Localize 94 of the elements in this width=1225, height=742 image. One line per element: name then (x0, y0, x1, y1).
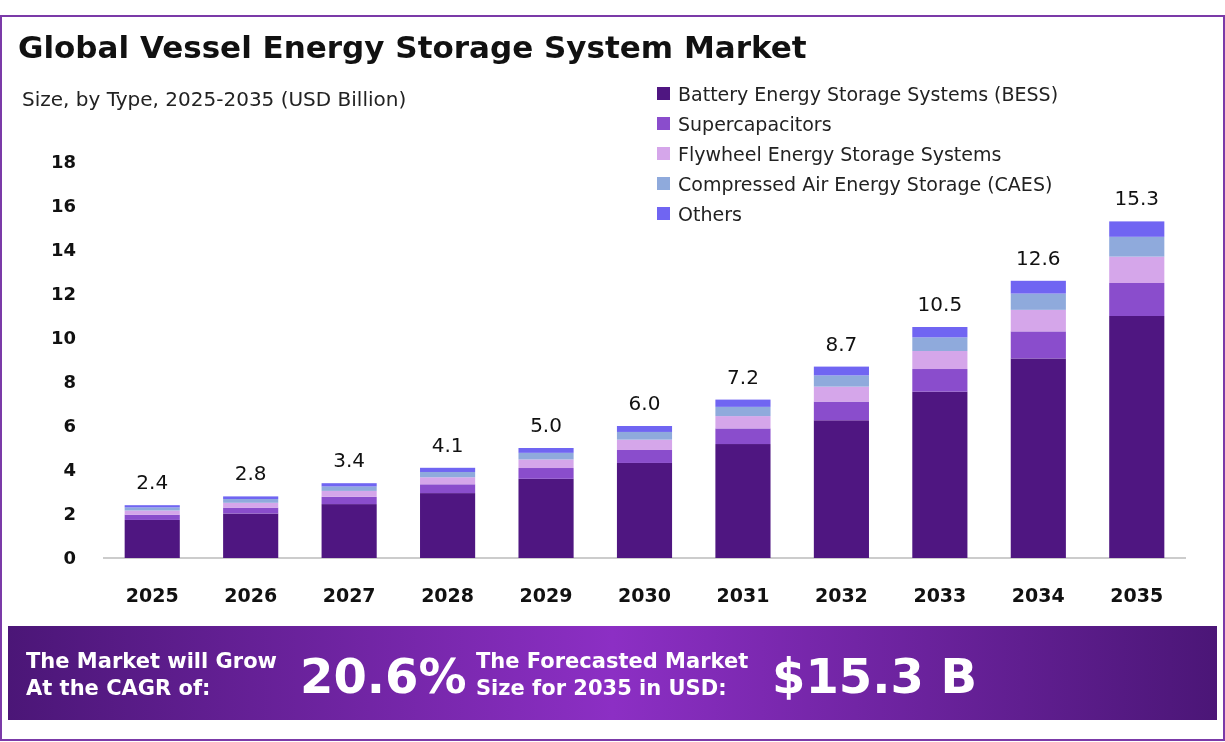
bar (321, 496, 377, 505)
bar (813, 386, 869, 402)
total-label: 4.1 (431, 432, 464, 457)
bar (420, 484, 476, 494)
bar (616, 439, 673, 450)
bar (420, 477, 476, 485)
x-tick-label: 2035 (1110, 584, 1164, 606)
bar (715, 406, 771, 417)
bar (518, 478, 574, 558)
bar (813, 401, 869, 421)
bar (1010, 331, 1066, 359)
bar (715, 444, 771, 558)
total-label: 7.2 (727, 364, 759, 389)
bar (1109, 236, 1165, 257)
bar (420, 493, 476, 558)
bar (1109, 256, 1165, 283)
bar (420, 467, 476, 472)
y-tick-label: 8 (63, 371, 76, 393)
x-tick-label: 2029 (519, 584, 573, 606)
x-tick-label: 2025 (125, 584, 179, 606)
bar (518, 452, 574, 460)
bar (124, 510, 180, 515)
bar (912, 350, 968, 370)
legend-label: Flywheel Energy Storage Systems (678, 142, 1002, 165)
text: The Market will Grow At the CAGR of: (26, 649, 277, 700)
bar (223, 502, 279, 508)
bar (1010, 293, 1066, 310)
y-tick-label: 10 (50, 327, 76, 349)
bar (518, 459, 574, 469)
x-tick-label: 2034 (1011, 584, 1065, 606)
bar (616, 426, 673, 432)
bar (912, 327, 968, 338)
bar (715, 416, 771, 429)
y-tick-label: 0 (63, 547, 76, 569)
x-tick-label: 2031 (716, 584, 770, 606)
bar (616, 431, 673, 440)
bar (321, 483, 377, 487)
chart-subtitle: Size, by Type, 2025-2035 (USD Billion) (22, 87, 407, 111)
bar (715, 428, 771, 445)
bar (912, 391, 968, 558)
total-label: 15.3 (1114, 186, 1160, 211)
bar (813, 366, 869, 376)
legend-label: Supercapacitors (678, 112, 832, 135)
bar (616, 462, 673, 558)
bar (124, 514, 180, 520)
total-label: 5.0 (530, 413, 562, 437)
bar (1109, 221, 1165, 237)
x-tick-label: 2028 (421, 584, 475, 606)
bar (1010, 358, 1066, 558)
bar (1109, 316, 1165, 558)
x-tick-label: 2030 (618, 584, 671, 606)
bar (912, 337, 968, 351)
y-tick-label: 2 (63, 503, 76, 525)
text: $15.3 B (772, 648, 978, 704)
legend-label: Others (678, 202, 742, 225)
bar (321, 486, 377, 491)
total-label: 2.4 (136, 470, 169, 495)
legend-label: Battery Energy Storage Systems (BESS) (678, 82, 1059, 105)
x-tick-label: 2027 (322, 584, 376, 606)
total-label: 12.6 (1016, 245, 1061, 270)
y-tick-label: 14 (50, 239, 76, 261)
bar (321, 490, 377, 497)
text: 20.6% (300, 648, 467, 704)
bar (813, 375, 869, 387)
bar (616, 449, 673, 463)
x-tick-label: 2032 (814, 584, 868, 606)
bar (321, 504, 377, 558)
legend-label: Compressed Air Energy Storage (CAES) (678, 172, 1053, 195)
bar (420, 471, 476, 478)
total-label: 6.0 (628, 391, 661, 415)
bar (1010, 280, 1066, 294)
x-tick-label: 2033 (913, 584, 967, 606)
y-tick-label: 4 (63, 459, 76, 481)
total-label: 3.4 (333, 448, 366, 473)
bar (124, 519, 180, 558)
total-label: 8.7 (825, 331, 858, 356)
y-tick-label: 6 (63, 415, 76, 437)
bar (715, 399, 771, 407)
bar (518, 468, 574, 479)
bar (912, 369, 968, 392)
chart-title: Global Vessel Energy Storage System Market (18, 29, 807, 65)
text: The Forecasted Market Size for 2035 in USD: (476, 649, 749, 700)
bar (223, 513, 279, 558)
y-tick-label: 16 (50, 195, 76, 217)
bar (1109, 283, 1165, 316)
bar (1010, 309, 1066, 332)
bar (518, 448, 574, 453)
total-label: 2.8 (234, 461, 267, 486)
bar (813, 420, 869, 558)
bar (223, 507, 279, 514)
y-tick-label: 12 (50, 283, 76, 305)
y-tick-label: 18 (50, 151, 76, 173)
total-label: 10.5 (917, 292, 963, 316)
x-tick-label: 2026 (224, 584, 278, 606)
